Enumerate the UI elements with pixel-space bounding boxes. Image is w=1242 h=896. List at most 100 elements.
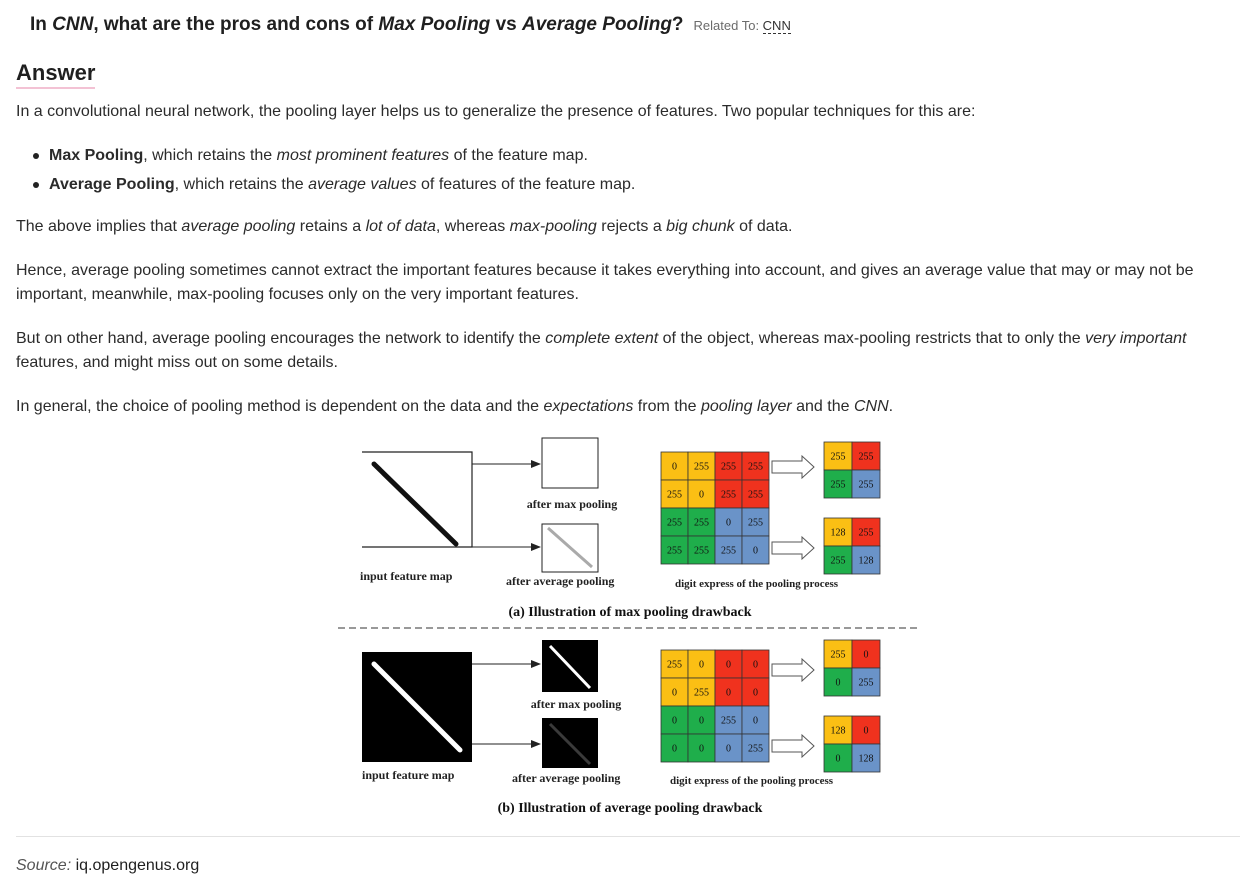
grid-cell xyxy=(741,705,770,735)
source-label: Source: xyxy=(16,857,72,874)
grid-cell xyxy=(687,677,716,707)
list-item: Max Pooling, which retains the most prom… xyxy=(16,143,635,172)
grid-cell-value: 128 xyxy=(831,528,846,539)
grid-cell xyxy=(851,743,881,773)
grid-cell-value: 255 xyxy=(831,480,846,491)
grid-cell xyxy=(851,441,881,471)
grid-cell-value: 255 xyxy=(721,546,736,557)
emphasis: expectations xyxy=(543,398,634,415)
grid-cell xyxy=(660,535,689,565)
text: of the object, whereas max-pooling restr… xyxy=(658,330,1086,347)
related-to: Related To: CNN xyxy=(694,18,791,34)
grid-cell xyxy=(823,545,853,575)
text: retains a xyxy=(295,218,366,235)
output-avg-b: 128 0 0 128 xyxy=(823,715,881,773)
max-output-a xyxy=(541,437,599,489)
grid-cell-value: 255 xyxy=(694,688,709,699)
grid-cell-value: 0 xyxy=(672,462,677,473)
grid-cell-value: 0 xyxy=(672,716,677,727)
label-digit-a: digit express of the pooling process xyxy=(675,578,839,590)
grid-cell xyxy=(687,705,716,735)
diagonal-line-b xyxy=(371,661,463,753)
avg-line-a xyxy=(547,526,593,569)
grid-cell-value: 0 xyxy=(753,688,758,699)
label-after-avg-b: after average pooling xyxy=(512,771,620,785)
grid-cell-value: 255 xyxy=(859,528,874,539)
question-cnn: CNN xyxy=(52,14,94,35)
grid-b: 255 0 0 0 0 255 0 0 0 0 255 0 0 0 0 255 xyxy=(660,649,770,763)
pooling-list: Max Pooling, which retains the most prom… xyxy=(16,143,635,201)
question-title: In CNN, what are the pros and cons of Ma… xyxy=(30,14,791,36)
hollow-arrow-a-avg xyxy=(771,535,815,561)
grid-cell xyxy=(823,667,853,697)
grid-cell xyxy=(714,733,743,763)
grid-cell-value: 255 xyxy=(667,546,682,557)
caption-b: (b) Illustration of average pooling draw… xyxy=(498,801,763,816)
emphasis: max-pooling xyxy=(509,218,597,235)
grid-cell xyxy=(823,639,853,669)
text: The above implies that xyxy=(16,218,182,235)
grid-cell xyxy=(741,649,770,679)
grid-cell xyxy=(823,715,853,745)
grid-cell xyxy=(851,545,881,575)
grid-cell xyxy=(741,535,770,565)
label-after-avg-a: after average pooling xyxy=(506,574,614,588)
list-item-emphasis: average values xyxy=(308,176,417,193)
text: of data. xyxy=(734,218,793,235)
diagonal-line-a xyxy=(371,461,459,547)
grid-cell xyxy=(851,667,881,697)
emphasis: average pooling xyxy=(181,218,296,235)
label-digit-b: digit express of the pooling process xyxy=(670,775,834,787)
list-item-emphasis: most prominent features xyxy=(276,147,450,164)
grid-cell xyxy=(714,705,743,735)
grid-cell-value: 255 xyxy=(721,716,736,727)
grid-cell xyxy=(851,469,881,499)
text: , whereas xyxy=(435,218,510,235)
grid-cell-value: 255 xyxy=(721,462,736,473)
grid-cell-value: 128 xyxy=(859,754,874,765)
grid-cell xyxy=(660,507,689,537)
grid-cell-value: 0 xyxy=(864,726,869,737)
grid-cell xyxy=(851,517,881,547)
grid-cell xyxy=(741,733,770,763)
paragraph-implication: The above implies that average pooling r… xyxy=(16,215,1228,239)
grid-cell xyxy=(660,649,689,679)
text: In general, the choice of pooling method… xyxy=(16,398,544,415)
grid-cell-value: 0 xyxy=(864,650,869,661)
grid-cell xyxy=(714,649,743,679)
grid-cell-value: 255 xyxy=(694,546,709,557)
grid-cell xyxy=(687,733,716,763)
grid-cell-value: 255 xyxy=(748,518,763,529)
grid-cell-value: 0 xyxy=(699,716,704,727)
emphasis: complete extent xyxy=(545,330,659,347)
grid-cell-value: 0 xyxy=(726,660,731,671)
input-map-frame-a xyxy=(362,451,473,548)
related-tag-link[interactable]: CNN xyxy=(762,18,791,34)
list-item: Average Pooling, which retains the avera… xyxy=(16,172,635,201)
question-avg: Average Pooling xyxy=(522,14,672,35)
grid-cell-value: 0 xyxy=(699,490,704,501)
grid-cell-value: 255 xyxy=(859,452,874,463)
label-after-max-b: after max pooling xyxy=(531,697,621,711)
grid-cell-value: 255 xyxy=(859,480,874,491)
grid-cell xyxy=(851,715,881,745)
emphasis: CNN xyxy=(853,398,889,415)
grid-cell-value: 255 xyxy=(831,452,846,463)
grid-cell-value: 255 xyxy=(831,556,846,567)
text: and the xyxy=(791,398,854,415)
grid-cell-value: 0 xyxy=(672,744,677,755)
question-max: Max Pooling xyxy=(378,14,491,35)
paragraph-general: In general, the choice of pooling method… xyxy=(16,395,1228,419)
grid-cell-value: 255 xyxy=(859,678,874,689)
question-mid: , what are the pros and cons of xyxy=(93,14,379,35)
grid-cell-value: 255 xyxy=(721,490,736,501)
caption-a: (a) Illustration of max pooling drawback xyxy=(508,605,751,620)
source-line: Source: iq.opengenus.org xyxy=(16,857,199,875)
source-site[interactable]: iq.opengenus.org xyxy=(75,857,200,874)
grid-cell xyxy=(660,733,689,763)
question-prefix: In xyxy=(30,14,53,35)
list-item-text: , which retains the xyxy=(143,147,277,164)
panel-a: after max pooling input feature map afte… xyxy=(360,437,881,620)
grid-cell-value: 0 xyxy=(672,688,677,699)
intro-paragraph: In a convolutional neural network, the p… xyxy=(16,103,976,120)
